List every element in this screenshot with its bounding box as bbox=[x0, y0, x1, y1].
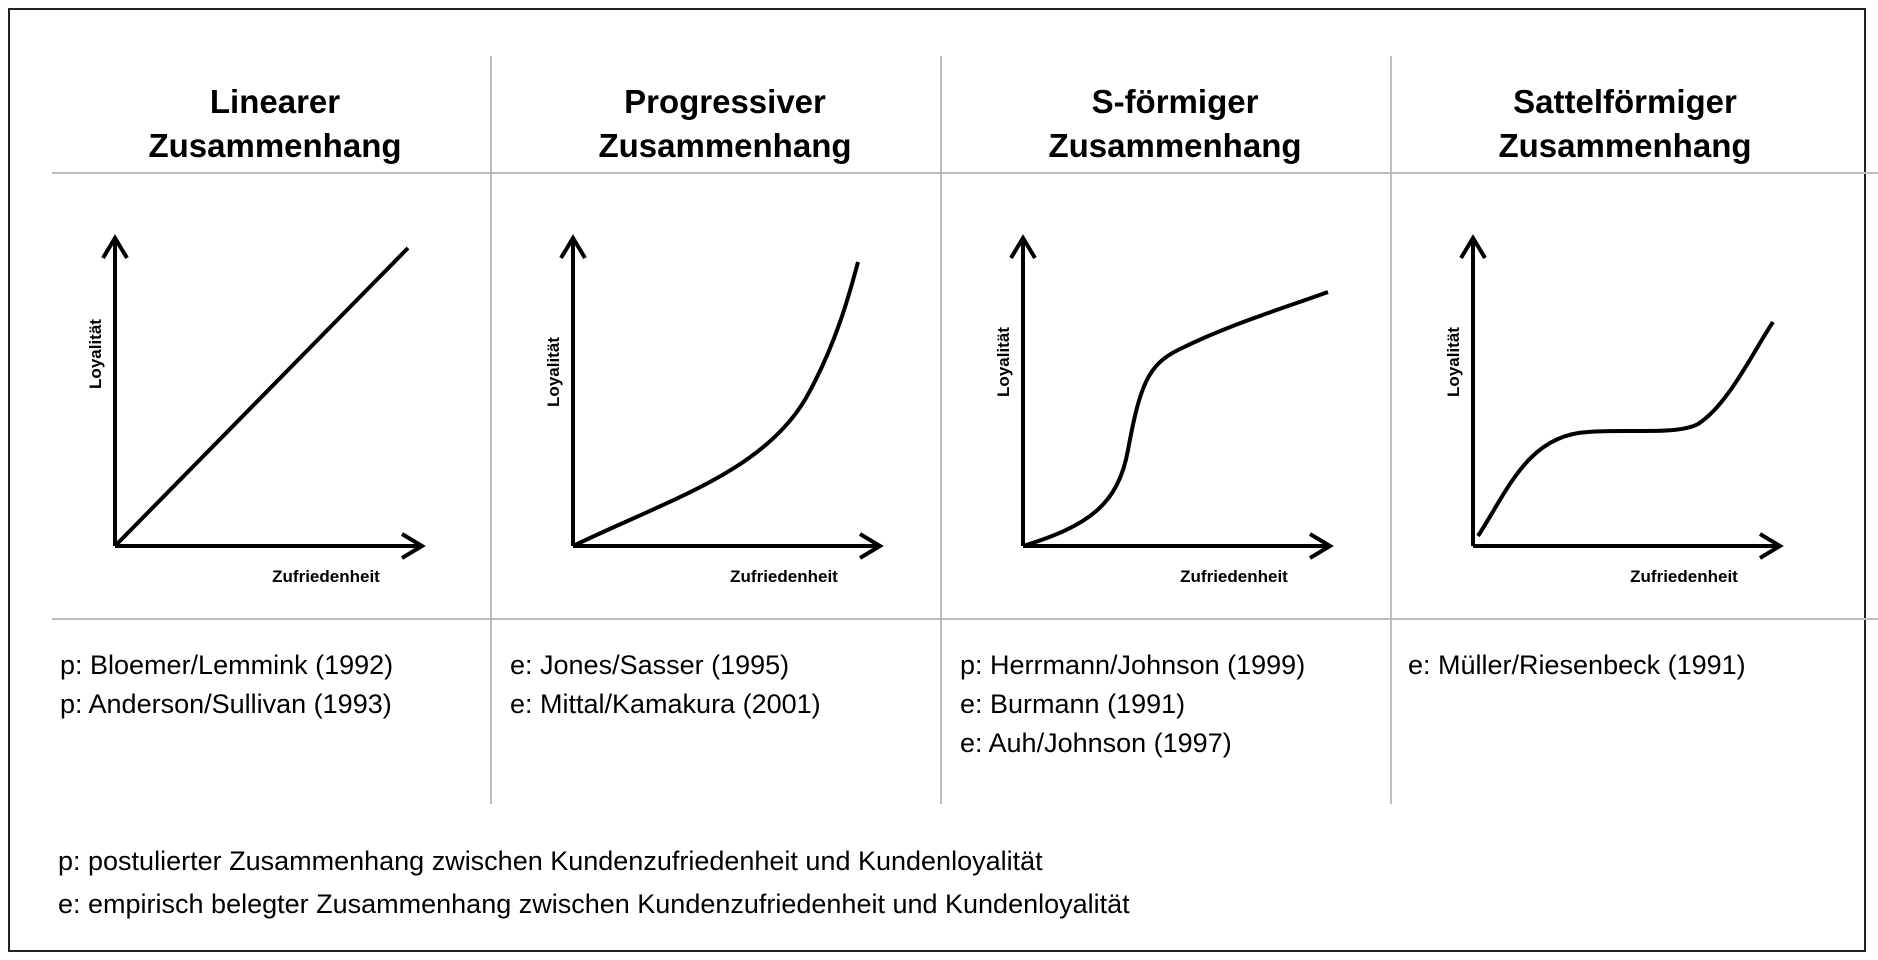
x-axis-label: Zufriedenheit bbox=[1630, 567, 1738, 586]
x-axis-arrowhead bbox=[1308, 532, 1334, 560]
column-title-line: Zusammenhang bbox=[598, 127, 852, 164]
progressive-curve bbox=[572, 261, 860, 548]
references-s-shaped: p: Herrmann/Johnson (1999) e: Burmann (1… bbox=[960, 646, 1305, 763]
references-saddle-shaped: e: Müller/Riesenbeck (1991) bbox=[1408, 646, 1746, 685]
legend-e: e: empirisch belegter Zusammenhang zwisc… bbox=[58, 889, 1130, 919]
column-title-progressive: Progressiver Zusammenhang bbox=[500, 80, 950, 168]
column-divider bbox=[490, 56, 492, 804]
y-axis-arrowhead bbox=[1459, 234, 1487, 260]
column-title-line: Sattelförmiger bbox=[1513, 83, 1737, 120]
column-title-s-shaped: S-förmiger Zusammenhang bbox=[950, 80, 1400, 168]
column-title-line: S-förmiger bbox=[1091, 83, 1259, 120]
reference-item: e: Auh/Johnson (1997) bbox=[960, 728, 1232, 758]
references-progressive: e: Jones/Sasser (1995) e: Mittal/Kamakur… bbox=[510, 646, 821, 724]
linear-curve bbox=[113, 246, 410, 548]
legend: p: postulierter Zusammenhang zwischen Ku… bbox=[58, 840, 1130, 926]
column-title-line: Linearer bbox=[209, 83, 341, 120]
y-axis-arrowhead bbox=[1009, 234, 1037, 260]
column-title-line: Progressiver bbox=[624, 83, 826, 120]
x-axis-arrowhead bbox=[400, 532, 426, 560]
y-axis-label: Loyalität bbox=[544, 337, 563, 407]
reference-item: e: Mittal/Kamakura (2001) bbox=[510, 689, 821, 719]
reference-item: e: Jones/Sasser (1995) bbox=[510, 650, 790, 680]
y-axis-arrowhead bbox=[559, 234, 587, 260]
column-divider bbox=[940, 56, 942, 804]
legend-p: p: postulierter Zusammenhang zwischen Ku… bbox=[58, 846, 1043, 876]
y-axis-label: Loyalität bbox=[86, 319, 105, 389]
graph-s-shaped: Loyalität Zufriedenheit bbox=[994, 234, 1334, 586]
reference-item: p: Anderson/Sullivan (1993) bbox=[60, 689, 392, 719]
column-divider bbox=[1390, 56, 1392, 804]
column-title-linear: Linearer Zusammenhang bbox=[50, 80, 500, 168]
reference-item: p: Herrmann/Johnson (1999) bbox=[960, 650, 1306, 680]
references-linear: p: Bloemer/Lemmink (1992) p: Anderson/Su… bbox=[60, 646, 393, 724]
figure-frame: Linearer Zusammenhang Loyalität Zufriede… bbox=[8, 8, 1878, 952]
x-axis-arrowhead bbox=[858, 532, 884, 560]
graph-linear: Loyalität Zufriedenheit bbox=[86, 234, 426, 586]
column-title-line: Zusammenhang bbox=[1048, 127, 1302, 164]
x-axis-arrowhead bbox=[1758, 532, 1784, 560]
reference-item: e: Müller/Riesenbeck (1991) bbox=[1408, 650, 1746, 680]
column-title-line: Zusammenhang bbox=[1498, 127, 1752, 164]
row-divider bbox=[52, 172, 1878, 174]
graph-progressive: Loyalität Zufriedenheit bbox=[544, 234, 884, 586]
y-axis-arrowhead bbox=[101, 234, 129, 260]
saddle-shaped-curve bbox=[1476, 320, 1775, 538]
x-axis-label: Zufriedenheit bbox=[730, 567, 838, 586]
x-axis-label: Zufriedenheit bbox=[272, 567, 380, 586]
graph-saddle-shaped: Loyalität Zufriedenheit bbox=[1444, 234, 1784, 586]
reference-item: e: Burmann (1991) bbox=[960, 689, 1186, 719]
x-axis-label: Zufriedenheit bbox=[1180, 567, 1288, 586]
column-title-saddle-shaped: Sattelförmiger Zusammenhang bbox=[1400, 80, 1850, 168]
reference-item: p: Bloemer/Lemmink (1992) bbox=[60, 650, 394, 680]
row-divider bbox=[52, 618, 1878, 620]
s-shaped-curve bbox=[1022, 290, 1329, 548]
y-axis-label: Loyalität bbox=[1444, 327, 1463, 397]
y-axis-label: Loyalität bbox=[994, 327, 1013, 397]
column-title-line: Zusammenhang bbox=[148, 127, 402, 164]
